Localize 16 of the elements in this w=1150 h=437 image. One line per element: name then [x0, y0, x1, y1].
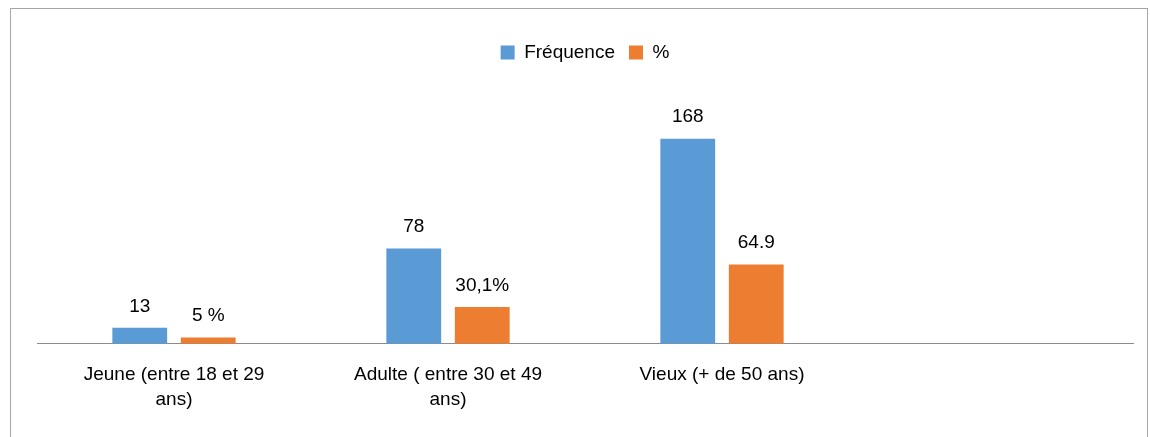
bar [386, 248, 442, 344]
legend-label: % [652, 40, 670, 62]
bar [660, 138, 716, 344]
data-label: 78 [403, 215, 425, 237]
data-label: 64.9 [737, 231, 775, 253]
data-label: 5 % [191, 304, 225, 326]
data-label: 30,1% [455, 273, 510, 295]
bar [728, 264, 784, 344]
data-label: 13 [129, 294, 151, 316]
data-label: 168 [671, 105, 704, 127]
bar [112, 327, 168, 344]
x-tick-label: Adulte ( entre 30 et 49 ans) [353, 362, 543, 410]
x-tick-label: Jeune (entre 18 et 29 ans) [83, 362, 265, 410]
x-tick-label: Vieux (+ de 50 ans) [639, 362, 805, 384]
bar [454, 306, 510, 344]
legend-label: Fréquence [524, 40, 615, 62]
